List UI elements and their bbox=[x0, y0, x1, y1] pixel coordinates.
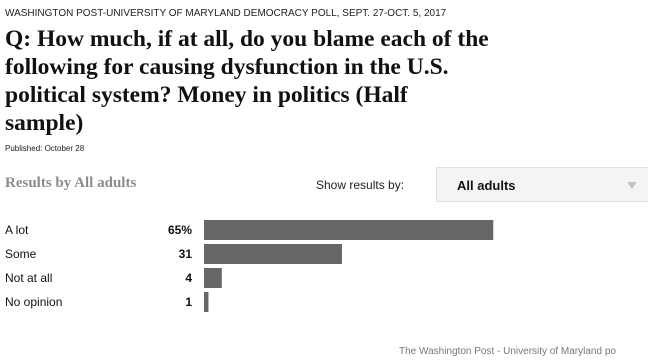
bar-a-lot bbox=[204, 220, 494, 240]
bar-value-label: 31 bbox=[178, 247, 192, 261]
poll-source: WASHINGTON POST-UNIVERSITY OF MARYLAND D… bbox=[5, 8, 447, 19]
poll-question-line: following for causing dysfunction in the… bbox=[5, 54, 449, 80]
bar-category-label: No opinion bbox=[5, 295, 63, 309]
bars-svg bbox=[204, 220, 494, 312]
bar-not-at-all bbox=[204, 268, 222, 288]
bar-value-label: 65% bbox=[167, 223, 192, 237]
bar-category-label: Some bbox=[5, 247, 37, 261]
show-results-label: Show results by: bbox=[316, 178, 405, 192]
poll-question-line: Q: How much, if at all, do you blame eac… bbox=[5, 26, 489, 52]
bar-category-label: A lot bbox=[5, 223, 29, 237]
poll-question: Q: How much, if at all, do you blame eac… bbox=[5, 25, 648, 137]
published-date: Published: October 28 bbox=[5, 144, 85, 153]
poll-question-line: political system? Money in politics (Hal… bbox=[5, 82, 408, 108]
footer-credit: The Washington Post - University of Mary… bbox=[399, 346, 616, 357]
bar-no-opinion bbox=[204, 292, 209, 312]
group-select-value: All adults bbox=[457, 178, 516, 193]
poll-question-line: sample) bbox=[5, 110, 84, 136]
results-chart: A lot 65% Some 31 Not at all 4 No opinion 1 bbox=[0, 218, 648, 323]
group-select[interactable]: All adults bbox=[436, 167, 648, 202]
chevron-down-icon[interactable] bbox=[627, 182, 637, 189]
bar-value-label: 4 bbox=[185, 271, 192, 285]
results-heading: Results by All adults bbox=[5, 175, 137, 191]
bar-value-label: 1 bbox=[185, 295, 192, 309]
bar-category-label: Not at all bbox=[5, 271, 53, 285]
bar-some bbox=[204, 244, 342, 264]
